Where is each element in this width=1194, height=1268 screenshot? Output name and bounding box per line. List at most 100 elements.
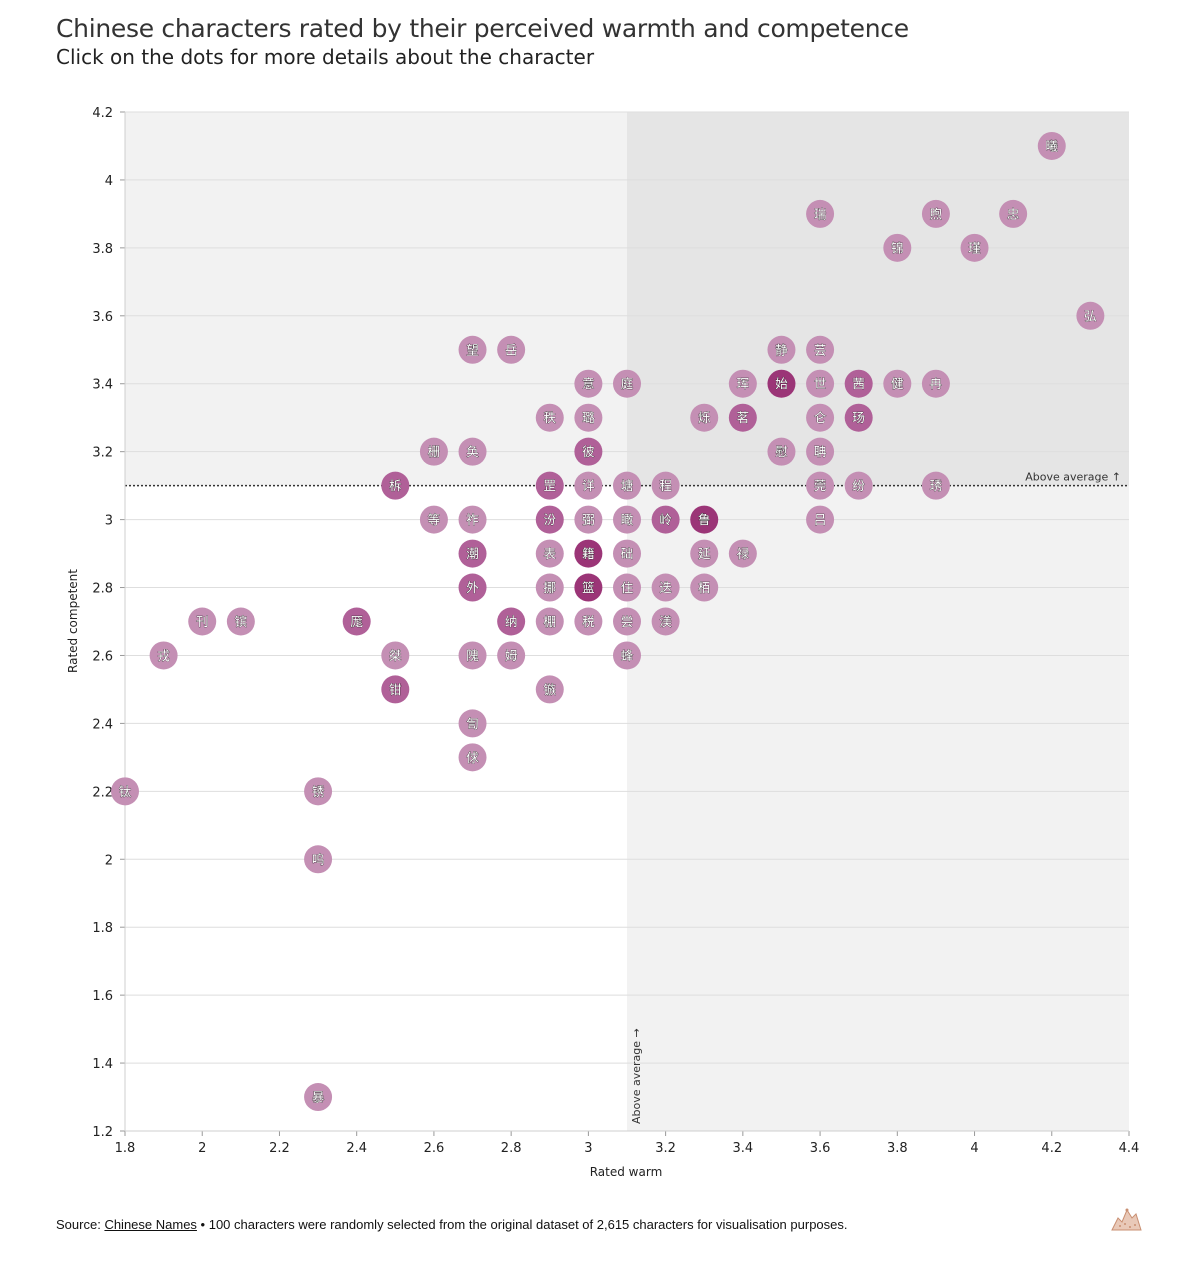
data-point[interactable]: 延	[690, 539, 719, 568]
reference-label-horizontal: Above average ↑	[1025, 471, 1121, 484]
data-point[interactable]: 渼	[651, 607, 680, 636]
data-point-label: 忠	[1007, 206, 1020, 221]
data-point[interactable]: 详	[574, 471, 603, 500]
data-point[interactable]: 础	[613, 539, 641, 568]
data-point[interactable]: 静	[767, 335, 796, 364]
data-point[interactable]: 庭	[613, 369, 641, 398]
data-point-dot	[535, 505, 564, 534]
data-point[interactable]: 訇	[458, 709, 487, 738]
data-point[interactable]: 慰	[767, 437, 796, 466]
data-point-dot	[574, 471, 603, 500]
source-link[interactable]: Chinese Names	[104, 1217, 197, 1232]
data-point[interactable]: 奂	[458, 437, 487, 466]
data-point[interactable]: 住	[613, 573, 641, 602]
data-point[interactable]: 汾	[535, 505, 564, 534]
data-point[interactable]: 棚	[535, 607, 564, 636]
data-point[interactable]: 钳	[381, 675, 410, 704]
data-point-dot	[921, 199, 950, 228]
data-point[interactable]: 仑	[806, 403, 835, 432]
data-point-dot	[458, 743, 487, 772]
data-point[interactable]: 姆	[497, 641, 526, 670]
data-point[interactable]: 刊	[188, 607, 217, 636]
data-point[interactable]: 篮	[574, 573, 603, 602]
data-point-dot	[806, 199, 835, 228]
data-point[interactable]: 表	[535, 539, 564, 568]
data-point[interactable]: 忠	[999, 199, 1028, 228]
data-point[interactable]: 厖	[342, 607, 371, 636]
data-point[interactable]: 弼	[574, 505, 603, 534]
data-point[interactable]: 世	[806, 369, 835, 398]
data-point[interactable]: 煦	[921, 199, 950, 228]
data-point[interactable]: 程	[651, 471, 680, 500]
y-tick-label: 1.8	[92, 921, 113, 936]
data-point-label: 俅	[466, 750, 479, 765]
data-point[interactable]: 纳	[497, 607, 526, 636]
data-point[interactable]: 禄	[728, 539, 757, 568]
data-point[interactable]: 戎	[149, 641, 178, 670]
data-point[interactable]: 意	[574, 369, 603, 398]
data-point[interactable]: 栅	[419, 437, 448, 466]
data-point[interactable]: 茗	[728, 403, 757, 432]
data-point[interactable]: 迭	[651, 573, 680, 602]
data-point[interactable]: 岳	[497, 335, 526, 364]
data-point[interactable]: 瑾	[960, 233, 989, 262]
data-point-label: 静	[775, 342, 788, 357]
data-point[interactable]: 潮	[458, 539, 487, 568]
data-point[interactable]: 岭	[651, 505, 680, 534]
data-point[interactable]: 弘	[1076, 301, 1105, 330]
data-point[interactable]: 俅	[458, 743, 487, 772]
data-point[interactable]: 琇	[921, 471, 950, 500]
data-point[interactable]: 钛	[111, 777, 139, 806]
data-point-label: 尝	[621, 614, 634, 629]
data-point[interactable]: 籍	[574, 539, 603, 568]
data-point[interactable]: 隗	[458, 641, 487, 670]
data-points[interactable]: 曦瑞 煦 忠锦 瑾弘望 岳 静 芸意 庭 珲 始 世 茜 健 冉秩 璐 烁 茗 仑 玚栅 奂 彼 慰 聃柝 罡 详 塘 程 莞 纷 琇等 祚…	[111, 131, 1105, 1112]
x-tick-label: 2.8	[501, 1141, 522, 1156]
data-point[interactable]: 尝	[613, 607, 641, 636]
data-point[interactable]: 茜	[844, 369, 873, 398]
data-point[interactable]: 税	[574, 607, 603, 636]
data-point-label: 桀	[389, 648, 402, 663]
data-point[interactable]: 塘	[613, 471, 641, 500]
data-point[interactable]: 璐	[574, 403, 603, 432]
data-point[interactable]: 鲁	[690, 505, 719, 534]
data-point[interactable]: 镞	[535, 675, 564, 704]
data-point[interactable]: 芸	[806, 335, 835, 364]
data-point[interactable]: 莞	[806, 471, 835, 500]
data-point[interactable]: 玚	[844, 403, 873, 432]
data-point[interactable]: 暴	[304, 1083, 333, 1112]
data-point[interactable]: 纷	[844, 471, 873, 500]
data-point[interactable]: 蜂	[613, 641, 641, 670]
data-point[interactable]: 珲	[728, 369, 757, 398]
data-point[interactable]: 烁	[690, 403, 719, 432]
data-point[interactable]: 瞰	[613, 505, 641, 534]
data-point[interactable]: 罡	[535, 471, 564, 500]
data-point[interactable]: 彼	[574, 437, 603, 466]
data-point-dot	[728, 403, 757, 432]
data-point[interactable]: 健	[883, 369, 912, 398]
data-point[interactable]: 等	[419, 505, 448, 534]
data-point-dot	[574, 539, 603, 568]
data-point[interactable]: 瑞	[806, 199, 835, 228]
data-point-dot	[921, 369, 950, 398]
data-point[interactable]: 秩	[535, 403, 564, 432]
data-point[interactable]: 锈	[304, 777, 333, 806]
data-point[interactable]: 祚	[458, 505, 487, 534]
data-point[interactable]: 挪	[535, 573, 564, 602]
y-tick-label: 3.4	[92, 378, 113, 393]
data-point[interactable]: 曦	[1037, 131, 1066, 160]
data-point-label: 外	[466, 580, 479, 595]
data-point[interactable]: 锦	[883, 233, 912, 262]
data-point[interactable]: 外	[458, 573, 487, 602]
data-point[interactable]: 柝	[381, 471, 410, 500]
data-point[interactable]: 始	[767, 369, 796, 398]
data-point[interactable]: 镔	[226, 607, 255, 636]
data-point[interactable]: 聃	[806, 437, 835, 466]
data-point[interactable]: 栢	[690, 573, 719, 602]
data-point[interactable]: 呜	[304, 845, 333, 874]
data-point-label: 暴	[312, 1090, 325, 1105]
data-point[interactable]: 望	[458, 335, 487, 364]
data-point[interactable]: 冉	[921, 369, 950, 398]
data-point[interactable]: 吕	[806, 505, 835, 534]
data-point[interactable]: 桀	[381, 641, 410, 670]
